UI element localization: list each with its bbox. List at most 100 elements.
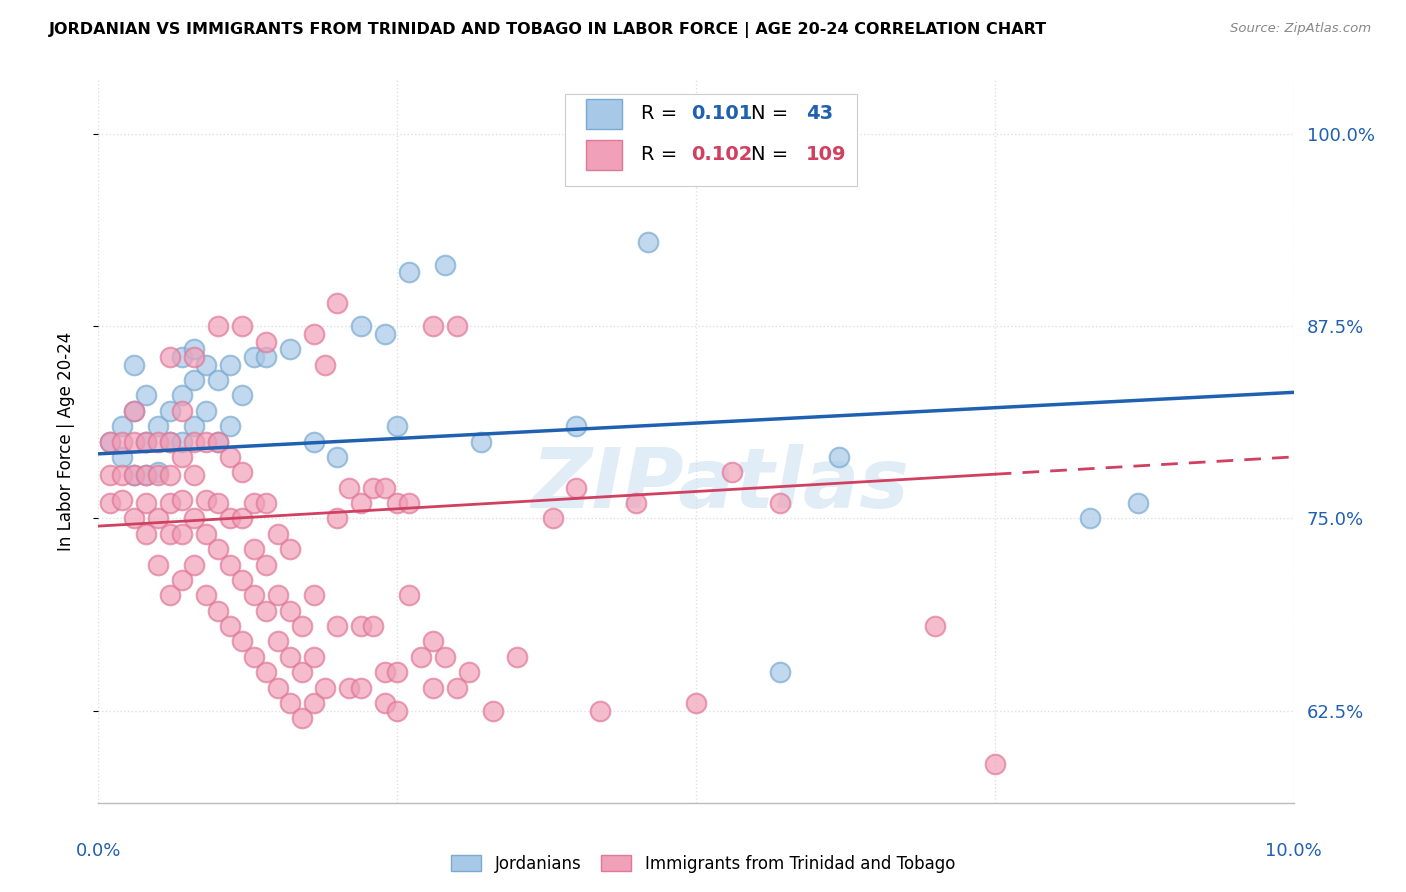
Point xyxy=(172,526,194,541)
Point xyxy=(183,558,205,572)
Point xyxy=(159,434,181,449)
Point xyxy=(231,573,253,587)
Point xyxy=(458,665,481,680)
Point xyxy=(422,319,444,334)
Point xyxy=(326,511,349,525)
Point xyxy=(219,511,242,525)
Point xyxy=(385,419,409,434)
Point xyxy=(291,619,314,633)
Point xyxy=(231,388,253,402)
Point xyxy=(135,468,157,483)
Point xyxy=(339,481,361,495)
Point xyxy=(721,465,744,479)
Point xyxy=(385,665,409,680)
Point xyxy=(231,465,253,479)
Point xyxy=(411,649,433,664)
Text: 10.0%: 10.0% xyxy=(1265,842,1322,860)
Point xyxy=(446,681,468,695)
Point xyxy=(98,468,122,483)
Point xyxy=(374,481,396,495)
Point xyxy=(219,450,242,464)
Point xyxy=(135,468,157,483)
Point xyxy=(195,588,218,602)
Text: ZIPatlas: ZIPatlas xyxy=(531,444,908,525)
Bar xyxy=(586,99,621,129)
Point xyxy=(98,434,122,449)
Point xyxy=(315,358,337,372)
Point xyxy=(291,711,314,725)
Point xyxy=(195,358,218,372)
Point xyxy=(111,492,134,507)
Point xyxy=(769,665,792,680)
Point xyxy=(315,681,337,695)
Point xyxy=(254,350,277,364)
Point xyxy=(135,434,157,449)
Point xyxy=(350,496,373,510)
Point xyxy=(148,465,170,479)
Point xyxy=(207,319,229,334)
Point xyxy=(172,350,194,364)
Point xyxy=(207,496,229,510)
Point xyxy=(769,496,792,510)
Point xyxy=(243,496,266,510)
Point xyxy=(243,649,266,664)
Point xyxy=(278,649,301,664)
Point xyxy=(541,511,564,525)
Point xyxy=(243,542,266,557)
Point xyxy=(828,450,851,464)
Point xyxy=(661,127,683,141)
Point xyxy=(207,604,229,618)
Point xyxy=(207,434,229,449)
Point xyxy=(278,604,301,618)
Point xyxy=(385,704,409,718)
Text: Source: ZipAtlas.com: Source: ZipAtlas.com xyxy=(1230,22,1371,36)
Point xyxy=(159,350,181,364)
Point xyxy=(195,492,218,507)
Point xyxy=(326,450,349,464)
Point xyxy=(172,573,194,587)
Point xyxy=(254,604,277,618)
Point xyxy=(111,450,134,464)
Point xyxy=(302,649,325,664)
Point xyxy=(506,649,529,664)
Bar xyxy=(586,139,621,169)
Point xyxy=(195,526,218,541)
Point xyxy=(207,373,229,387)
Text: R =: R = xyxy=(641,104,683,123)
Point xyxy=(183,434,205,449)
Point xyxy=(302,588,325,602)
Point xyxy=(148,434,170,449)
Point xyxy=(148,468,170,483)
Point xyxy=(159,526,181,541)
Point xyxy=(111,468,134,483)
Point xyxy=(254,496,277,510)
Point xyxy=(231,511,253,525)
Point xyxy=(124,468,146,483)
Point xyxy=(350,319,373,334)
Point xyxy=(374,665,396,680)
Point xyxy=(374,326,396,341)
Point xyxy=(219,419,242,434)
Point xyxy=(111,434,134,449)
Text: 109: 109 xyxy=(806,145,846,164)
Point xyxy=(685,696,707,710)
Point xyxy=(183,350,205,364)
Point xyxy=(172,450,194,464)
Point xyxy=(589,704,612,718)
Point xyxy=(254,558,277,572)
Point xyxy=(291,665,314,680)
Point xyxy=(267,681,290,695)
Point xyxy=(984,757,1007,772)
Point xyxy=(302,326,325,341)
Legend: Jordanians, Immigrants from Trinidad and Tobago: Jordanians, Immigrants from Trinidad and… xyxy=(444,848,962,880)
Text: JORDANIAN VS IMMIGRANTS FROM TRINIDAD AND TOBAGO IN LABOR FORCE | AGE 20-24 CORR: JORDANIAN VS IMMIGRANTS FROM TRINIDAD AN… xyxy=(49,22,1047,38)
Point xyxy=(135,526,157,541)
Point xyxy=(254,665,277,680)
Point xyxy=(626,496,648,510)
Y-axis label: In Labor Force | Age 20-24: In Labor Force | Age 20-24 xyxy=(56,332,75,551)
Point xyxy=(363,481,385,495)
Point xyxy=(159,588,181,602)
Point xyxy=(183,373,205,387)
Point xyxy=(302,434,325,449)
Text: N =: N = xyxy=(751,104,794,123)
